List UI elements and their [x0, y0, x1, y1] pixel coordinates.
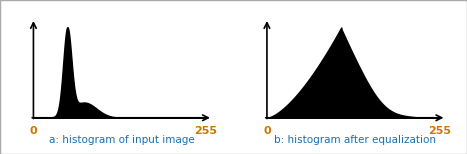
Text: 0: 0 — [29, 126, 37, 136]
Text: 0: 0 — [263, 126, 271, 136]
Text: a: histogram of input image: a: histogram of input image — [49, 135, 194, 145]
Text: b: histogram after equalization: b: histogram after equalization — [274, 135, 436, 145]
Text: 255: 255 — [428, 126, 451, 136]
Text: 255: 255 — [195, 126, 218, 136]
